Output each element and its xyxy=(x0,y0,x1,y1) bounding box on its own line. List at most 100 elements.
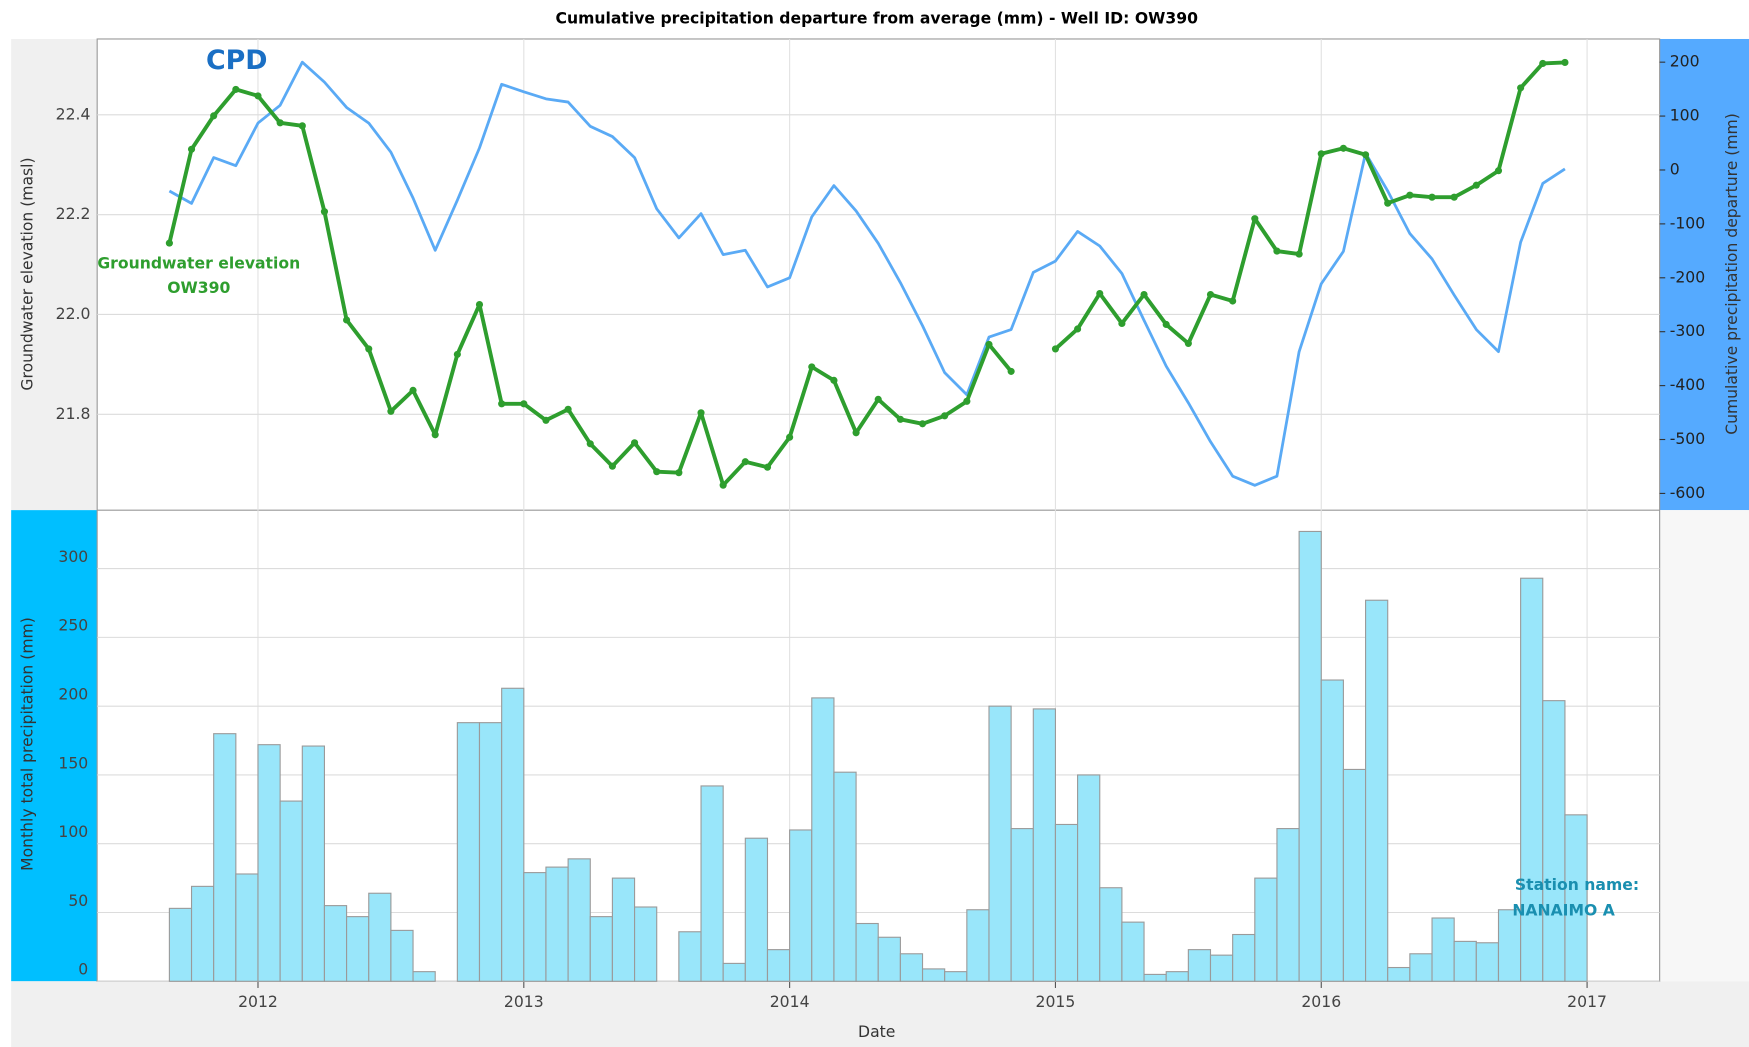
series-label: Groundwater elevation xyxy=(97,254,300,272)
bar xyxy=(1564,814,1588,982)
bar xyxy=(567,858,591,982)
bar xyxy=(877,936,901,982)
marker xyxy=(1051,345,1060,353)
bar xyxy=(766,949,791,982)
bar xyxy=(634,906,658,982)
bar xyxy=(1520,577,1544,982)
marker xyxy=(431,431,439,439)
bar xyxy=(1542,700,1566,982)
marker xyxy=(564,405,572,413)
bar xyxy=(833,771,857,982)
marker xyxy=(1184,339,1192,347)
marker xyxy=(963,397,971,405)
bar xyxy=(1475,942,1500,982)
marker xyxy=(542,416,550,424)
marker xyxy=(608,462,616,470)
marker xyxy=(586,440,594,448)
bar xyxy=(811,697,835,982)
marker xyxy=(1229,297,1237,305)
bar xyxy=(722,962,746,982)
bar xyxy=(235,873,259,982)
marker xyxy=(1339,144,1347,152)
marker xyxy=(298,122,306,130)
x-tick-label: 2015 xyxy=(1036,993,1076,1011)
marker xyxy=(653,468,661,476)
marker xyxy=(1317,150,1325,158)
x-tick-label: 2016 xyxy=(1301,993,1341,1011)
marker xyxy=(498,400,506,408)
bar xyxy=(700,785,724,982)
x-tick-label: 2012 xyxy=(238,993,278,1011)
bar xyxy=(789,829,813,982)
bar xyxy=(1010,828,1034,982)
series-line xyxy=(168,60,1566,487)
marker xyxy=(808,363,816,371)
y-tick-label: 50 xyxy=(68,892,88,910)
marker xyxy=(343,316,351,324)
bar xyxy=(213,733,237,982)
bar xyxy=(1497,909,1522,982)
bar xyxy=(921,968,946,982)
marker xyxy=(1140,290,1148,299)
chart-title: Cumulative precipitation departure from … xyxy=(555,9,1198,27)
y-tick-label: 200 xyxy=(58,686,88,704)
marker xyxy=(365,345,373,353)
y2-tick-label: -300 xyxy=(1670,322,1705,340)
x-axis-panel xyxy=(11,981,1749,1047)
bar xyxy=(390,929,414,982)
bar xyxy=(966,909,990,982)
bar xyxy=(301,745,326,982)
marker xyxy=(232,85,240,93)
bar xyxy=(1320,679,1344,982)
marker xyxy=(741,458,749,466)
marker xyxy=(1517,84,1525,92)
marker xyxy=(1362,151,1370,159)
marker xyxy=(165,239,173,247)
marker xyxy=(1428,193,1436,201)
marker xyxy=(1162,320,1170,329)
bar xyxy=(589,916,613,982)
bar xyxy=(678,931,702,982)
annotation: Station name: xyxy=(1515,876,1639,894)
bar xyxy=(611,877,636,982)
bar xyxy=(456,722,481,982)
bar xyxy=(1121,921,1145,982)
y2-axis-label: Cumulative precipitation departure (mm) xyxy=(1723,113,1741,435)
marker xyxy=(453,350,461,358)
marker xyxy=(409,386,417,394)
bar xyxy=(744,837,769,982)
bar xyxy=(1032,708,1057,982)
bar xyxy=(1409,953,1433,982)
bar xyxy=(1298,530,1322,982)
bar xyxy=(855,922,879,982)
bar xyxy=(1232,933,1256,982)
y-tick-label: 250 xyxy=(58,617,88,635)
marker xyxy=(719,481,727,489)
bar xyxy=(988,705,1012,982)
series-label: OW390 xyxy=(167,279,230,297)
marker xyxy=(874,395,882,403)
marker xyxy=(941,412,949,420)
marker xyxy=(1096,289,1104,298)
bar xyxy=(1453,940,1477,982)
bar xyxy=(1365,599,1389,982)
marker xyxy=(1450,193,1458,201)
y-tick-label: 300 xyxy=(58,548,88,566)
annotation: NANAIMO A xyxy=(1512,902,1615,920)
y-axis-label: Monthly total precipitation (mm) xyxy=(18,617,36,871)
marker xyxy=(387,407,395,415)
bar xyxy=(1387,966,1411,982)
bar xyxy=(944,971,968,982)
x-tick-label: 2013 xyxy=(504,993,544,1011)
bar xyxy=(1054,823,1079,982)
bar xyxy=(257,744,281,982)
y2-tick-label: -200 xyxy=(1670,268,1705,286)
y-tick-label: 21.8 xyxy=(56,405,91,423)
marker xyxy=(210,112,218,120)
y-axis-label: Groundwater elevation (masl) xyxy=(18,157,36,390)
marker xyxy=(697,409,705,417)
marker xyxy=(1384,199,1392,207)
y-tick-label: 150 xyxy=(58,754,88,772)
